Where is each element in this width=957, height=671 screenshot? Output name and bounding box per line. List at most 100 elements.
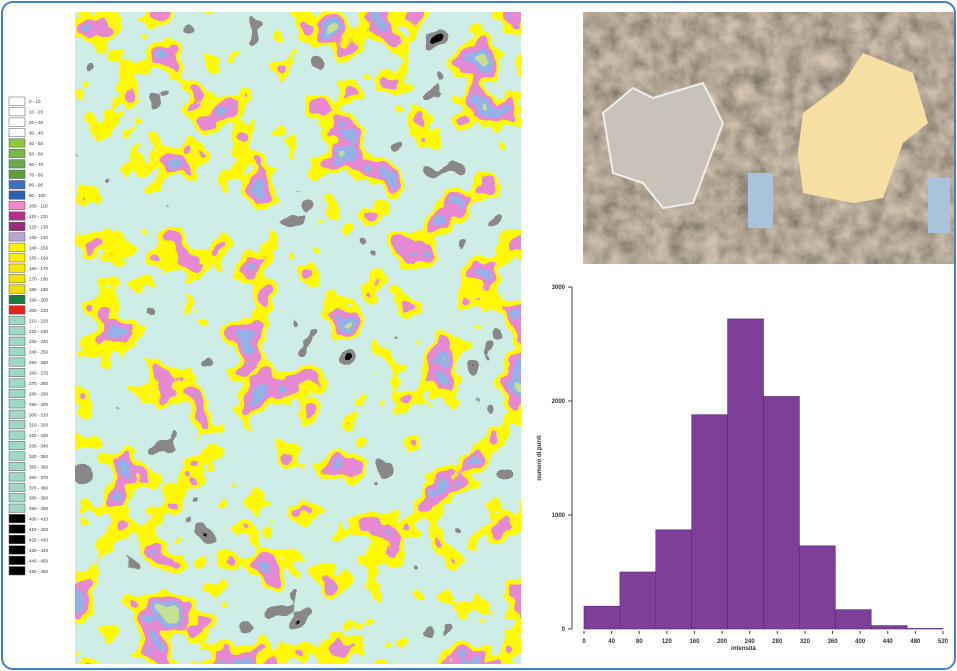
legend-swatch [8, 357, 26, 367]
legend-label: 430 - 440 [29, 548, 49, 553]
legend-swatch [8, 368, 26, 377]
legend-label: 80 - 90 [29, 183, 44, 188]
legend-swatch [8, 190, 26, 200]
legend-swatch [8, 159, 26, 169]
legend-label: 180 - 190 [29, 287, 49, 292]
y-axis-label: numero di punti [537, 435, 543, 481]
legend-label: 450 - 460 [29, 569, 49, 574]
legend-label: 50 - 60 [29, 151, 44, 156]
legend-swatch [8, 399, 26, 409]
legend-swatch [8, 430, 26, 440]
legend-swatch [8, 555, 26, 565]
aerial-photo [583, 12, 954, 264]
legend-swatch [8, 409, 26, 419]
x-tick-label: 0 [582, 639, 586, 645]
legend-label: 30 - 40 [29, 131, 44, 136]
histogram-bar [763, 396, 800, 630]
legend-swatch [8, 535, 26, 544]
legend-label: 360 - 370 [29, 475, 49, 480]
x-tick-label: 80 [636, 639, 643, 645]
legend-swatch [8, 503, 26, 513]
legend-label: 410 - 420 [29, 527, 49, 532]
legend-label: 40 - 50 [29, 141, 44, 146]
legend-swatch [8, 263, 26, 273]
legend-label: 160 - 170 [29, 266, 49, 271]
legend-label: 390 - 400 [29, 506, 49, 511]
y-tick-label: 1000 [552, 513, 566, 519]
legend-label: 290 - 300 [29, 402, 49, 407]
legend-swatch [8, 451, 26, 461]
legend-swatch [8, 566, 26, 576]
x-tick-label: 480 [910, 639, 921, 645]
legend-swatch [8, 211, 26, 221]
legend-label: 250 - 260 [29, 360, 49, 365]
legend-label: 380 - 390 [29, 496, 49, 501]
legend-label: 420 - 430 [29, 537, 49, 542]
histogram: 0 1000 2000 3000 0 40 80 120 160 200 240 280 320 360 4… [537, 285, 949, 652]
legend-label: 330 - 340 [29, 444, 49, 449]
y-tick-label: 0 [562, 627, 566, 633]
histogram-bar [583, 605, 621, 630]
legend-label: 200 - 210 [29, 308, 49, 313]
x-tick-label: 200 [717, 639, 728, 645]
histogram-bar [727, 318, 764, 630]
y-tick-label: 3000 [552, 285, 566, 291]
legend-label: 240 - 250 [29, 350, 49, 355]
legend-swatch [8, 221, 26, 231]
legend-label: 310 - 320 [29, 423, 49, 428]
legend-swatch [8, 148, 26, 158]
histogram-bar [691, 414, 728, 630]
legend-swatch [8, 441, 26, 451]
legend-swatch [8, 242, 26, 252]
histogram-bar [834, 609, 872, 630]
legend-swatch [8, 347, 26, 357]
legend-label: 210 - 220 [29, 318, 49, 323]
legend-swatch [8, 388, 26, 398]
legend-swatch [8, 524, 26, 534]
x-tick-label: 400 [855, 639, 866, 645]
legend-label: 60 - 70 [29, 162, 44, 167]
legend-swatch [8, 107, 26, 117]
legend-swatch [8, 274, 26, 284]
legend-swatch [8, 96, 26, 106]
legend-label: 70 - 80 [29, 172, 44, 177]
legend-label: 90 - 100 [29, 193, 46, 198]
legend-label: 440 - 450 [29, 558, 49, 563]
figure: 0 - 10 10 - 20 20 - 30 30 - 40 40 - 50 50 - 6… [8, 12, 954, 664]
legend-label: 190 - 200 [29, 297, 49, 302]
legend-swatch [8, 128, 26, 137]
x-tick-label: 360 [828, 639, 839, 645]
legend-swatch [8, 232, 26, 242]
legend-label: 110 - 120 [29, 214, 48, 219]
legend: 0 - 10 10 - 20 20 - 30 30 - 40 40 - 50 50 - 6… [8, 96, 49, 576]
legend-label: 260 - 270 [29, 371, 49, 376]
legend-label: 400 - 410 [29, 517, 49, 522]
legend-label: 280 - 290 [29, 391, 49, 396]
legend-swatch [8, 378, 26, 388]
legend-swatch [8, 169, 26, 179]
legend-swatch [8, 305, 26, 315]
legend-label: 100 - 110 [29, 204, 48, 209]
legend-label: 230 - 240 [29, 339, 49, 344]
x-axis-label: intensità [731, 646, 756, 652]
legend-label: 170 - 180 [29, 277, 49, 282]
legend-swatch [8, 545, 26, 555]
x-tick-label: 520 [938, 639, 949, 645]
legend-label: 320 - 330 [29, 433, 49, 438]
histogram-bar [655, 529, 692, 630]
histogram-bar [906, 628, 944, 630]
x-tick-label: 160 [689, 639, 700, 645]
legend-label: 130 - 140 [29, 235, 49, 240]
legend-swatch [8, 284, 26, 294]
legend-label: 370 - 380 [29, 485, 49, 490]
legend-swatch [8, 180, 26, 190]
legend-swatch [8, 315, 26, 325]
legend-swatch [8, 336, 26, 346]
legend-label: 10 - 20 [29, 110, 44, 115]
x-tick-label: 40 [608, 639, 615, 645]
histogram-bar [799, 545, 836, 630]
x-tick-label: 120 [662, 639, 673, 645]
legend-swatch [8, 420, 26, 430]
legend-swatch [8, 253, 26, 263]
